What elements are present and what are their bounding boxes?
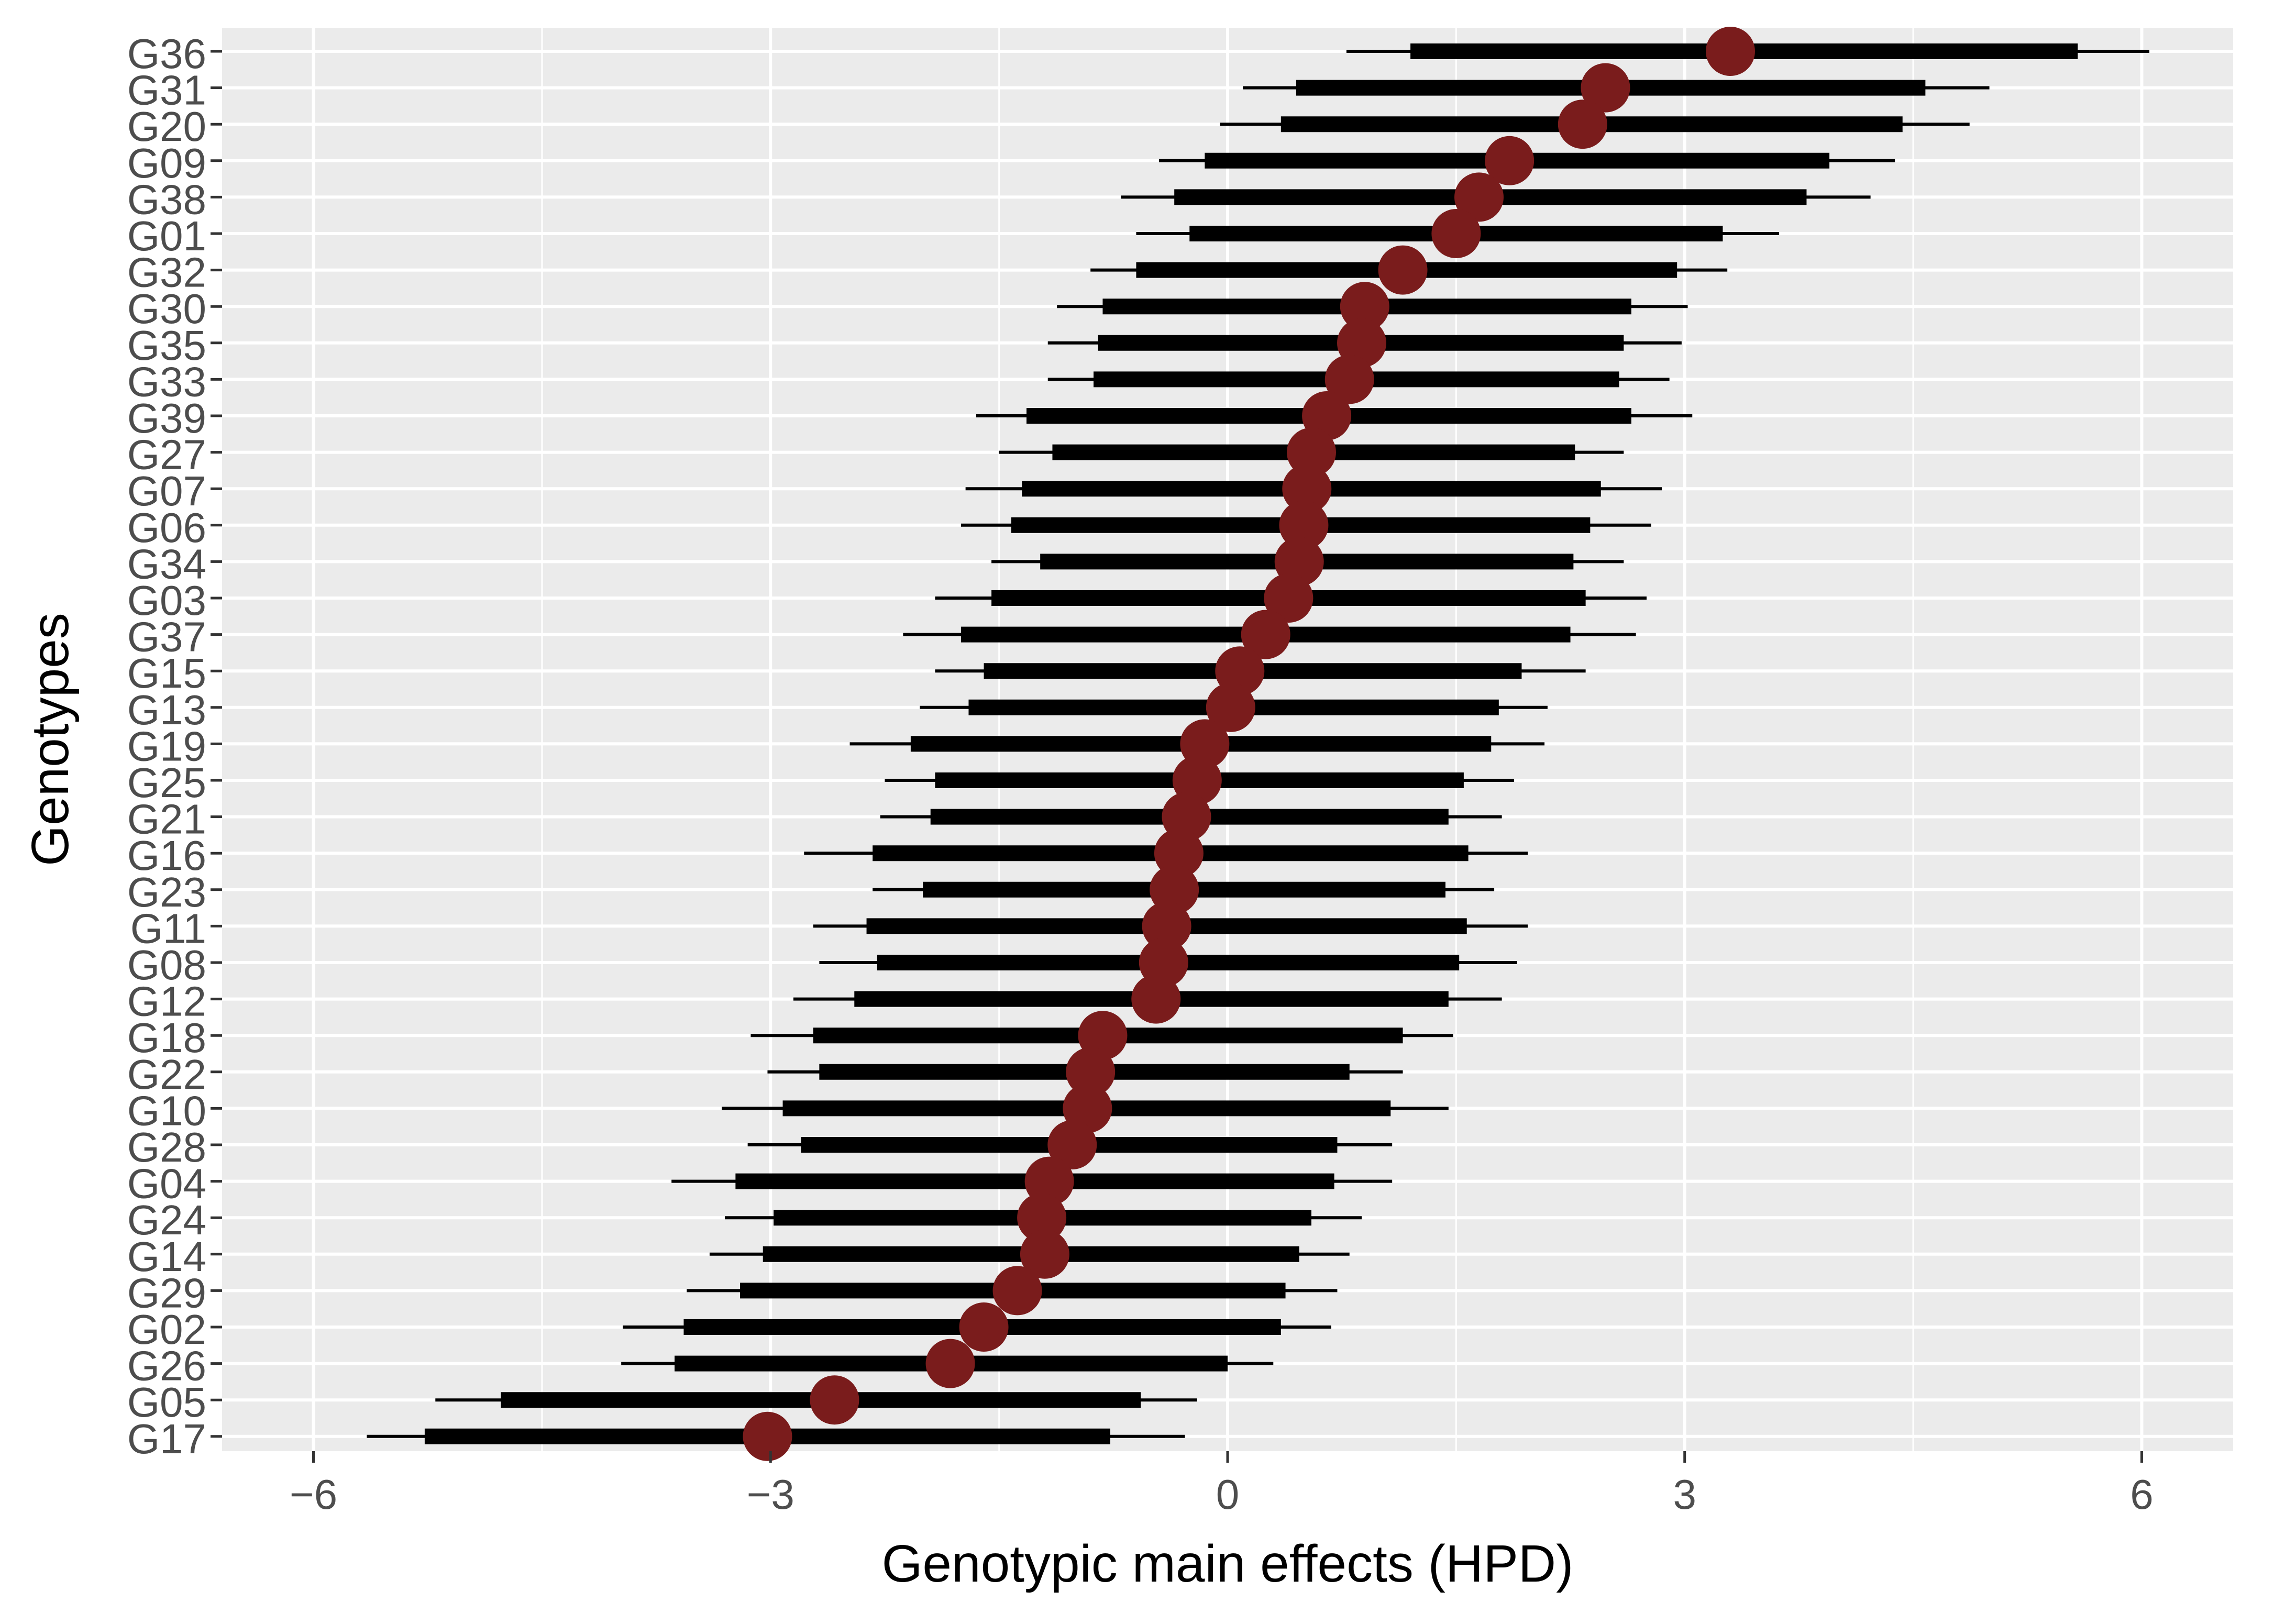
estimate-point — [1485, 136, 1535, 185]
x-tick-label: −6 — [290, 1471, 337, 1518]
y-tick-label: G33 — [127, 358, 206, 405]
x-tick-label: 6 — [2130, 1471, 2154, 1518]
y-tick-label: G29 — [127, 1269, 206, 1316]
y-tick-label: G03 — [127, 577, 206, 624]
y-axis-title: Genotypes — [21, 613, 80, 866]
estimate-point — [959, 1302, 1009, 1352]
estimate-point — [1017, 1193, 1067, 1243]
x-tick-label: 3 — [1673, 1471, 1696, 1518]
estimate-point — [1454, 172, 1504, 222]
y-tick-label: G23 — [127, 869, 206, 915]
estimate-point — [1206, 682, 1255, 732]
y-tick-label: G01 — [127, 213, 206, 259]
y-tick-label: G06 — [127, 504, 206, 551]
x-tick-label: −3 — [747, 1471, 794, 1518]
x-tick-label: 0 — [1216, 1471, 1240, 1518]
y-tick-label: G21 — [127, 796, 206, 843]
y-tick-label: G27 — [127, 432, 206, 478]
estimate-point — [1142, 901, 1191, 951]
estimate-point — [1378, 245, 1428, 295]
y-tick-label: G07 — [127, 468, 206, 514]
estimate-point — [1287, 427, 1336, 477]
estimate-point — [1020, 1229, 1069, 1279]
x-axis: −6 −3 0 3 6 — [290, 1451, 2154, 1518]
y-tick-label: G10 — [127, 1087, 206, 1134]
y-axis: G36G31G20G09G38G01G32G30G35G33G39G27G07G… — [127, 30, 222, 1462]
y-tick-label: G32 — [127, 249, 206, 296]
y-tick-label: G02 — [127, 1306, 206, 1353]
estimate-point — [1431, 209, 1481, 258]
y-tick-label: G25 — [127, 759, 206, 806]
y-tick-label: G22 — [127, 1051, 206, 1098]
estimate-point — [1154, 828, 1204, 878]
y-tick-label: G31 — [127, 67, 206, 114]
y-tick-label: G39 — [127, 395, 206, 441]
estimate-point — [810, 1375, 859, 1425]
estimate-point — [1340, 282, 1389, 332]
y-tick-label: G35 — [127, 322, 206, 369]
y-tick-label: G36 — [127, 30, 206, 77]
y-tick-label: G11 — [130, 905, 206, 952]
y-tick-label: G15 — [127, 650, 206, 697]
estimate-point — [743, 1411, 792, 1461]
estimate-point — [1131, 974, 1181, 1024]
estimate-point — [1241, 610, 1290, 659]
y-tick-label: G04 — [127, 1161, 206, 1207]
y-tick-label: G17 — [127, 1416, 206, 1462]
estimate-point — [1324, 355, 1374, 404]
genotype-intervals — [367, 27, 2149, 1461]
estimate-point — [1279, 500, 1329, 550]
estimate-point — [1264, 573, 1313, 623]
y-tick-label: G12 — [127, 978, 206, 1025]
estimate-point — [1581, 63, 1630, 113]
y-tick-label: G05 — [127, 1379, 206, 1426]
y-tick-label: G13 — [127, 687, 206, 733]
estimate-point — [1047, 1120, 1097, 1169]
y-tick-label: G20 — [127, 103, 206, 150]
y-tick-label: G37 — [127, 614, 206, 660]
x-axis-title: Genotypic main effects (HPD) — [882, 1534, 1574, 1593]
estimate-point — [1282, 464, 1332, 514]
y-tick-label: G09 — [127, 140, 206, 186]
y-tick-label: G08 — [127, 942, 206, 988]
estimate-point — [992, 1266, 1042, 1316]
y-tick-label: G19 — [127, 723, 206, 769]
estimate-point — [1558, 100, 1607, 149]
y-tick-label: G16 — [127, 832, 206, 879]
estimate-point — [1706, 27, 1755, 76]
estimate-point — [1066, 1047, 1116, 1097]
y-tick-label: G14 — [127, 1233, 206, 1280]
estimate-point — [925, 1339, 975, 1388]
y-tick-label: G38 — [127, 176, 206, 223]
y-tick-label: G30 — [127, 285, 206, 332]
y-tick-label: G26 — [127, 1343, 206, 1389]
y-tick-label: G34 — [127, 540, 206, 587]
y-tick-label: G28 — [127, 1124, 206, 1170]
y-tick-label: G18 — [127, 1014, 206, 1061]
y-tick-label: G24 — [127, 1197, 206, 1243]
